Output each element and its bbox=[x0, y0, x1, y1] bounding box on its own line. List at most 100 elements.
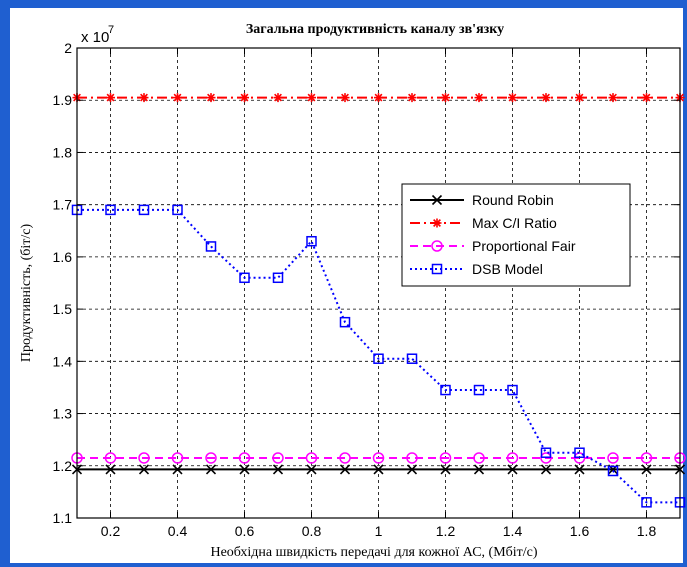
data-point bbox=[106, 93, 115, 103]
data-point bbox=[440, 384, 451, 396]
data-point bbox=[272, 272, 284, 284]
legend-label: Max C/I Ratio bbox=[472, 215, 557, 231]
legend-label: Proportional Fair bbox=[472, 238, 576, 254]
x-tick-label: 1.4 bbox=[503, 523, 523, 539]
x-tick-label: 1 bbox=[375, 523, 383, 539]
data-point bbox=[339, 452, 351, 464]
legend-marker bbox=[432, 218, 442, 228]
data-point bbox=[239, 464, 250, 475]
series-proportional-fair bbox=[71, 452, 686, 464]
data-point bbox=[273, 93, 283, 103]
y-tick-label: 1.2 bbox=[53, 458, 73, 474]
y-tick-label: 1.3 bbox=[53, 406, 73, 422]
data-point bbox=[540, 464, 552, 475]
data-point bbox=[640, 452, 653, 464]
x-tick-label: 0.4 bbox=[168, 523, 188, 539]
data-point bbox=[172, 204, 183, 216]
x-tick-label: 0.2 bbox=[101, 523, 121, 539]
data-point bbox=[238, 452, 251, 464]
data-point bbox=[239, 272, 250, 284]
data-point bbox=[373, 353, 384, 364]
chart-title: Загальна продуктивність каналу зв'язку bbox=[246, 22, 504, 37]
data-point bbox=[607, 465, 619, 477]
legend-item: Proportional Fair bbox=[410, 238, 576, 254]
y-tick-label: 2 bbox=[64, 40, 72, 56]
y-tick-label: 1.4 bbox=[53, 353, 73, 369]
data-point bbox=[607, 452, 619, 464]
data-point bbox=[139, 93, 149, 103]
data-point bbox=[506, 452, 519, 464]
data-point bbox=[574, 464, 585, 475]
data-point bbox=[306, 464, 317, 475]
x-tick-label: 0.6 bbox=[235, 523, 255, 539]
data-point bbox=[507, 384, 518, 396]
legend-item: DSB Model bbox=[410, 261, 543, 277]
axes bbox=[76, 47, 681, 519]
data-point bbox=[339, 464, 351, 475]
data-point bbox=[406, 464, 418, 475]
data-point bbox=[473, 384, 485, 396]
legend-marker bbox=[431, 194, 443, 206]
data-point bbox=[171, 452, 184, 464]
y-tick-label: 1.7 bbox=[53, 197, 73, 213]
data-point bbox=[373, 464, 384, 475]
y-axis-label: Продуктивність, (біт/с) bbox=[19, 224, 34, 363]
data-point bbox=[541, 93, 551, 103]
legend-label: DSB Model bbox=[472, 261, 543, 277]
legend-item: Max C/I Ratio bbox=[410, 215, 557, 231]
data-point bbox=[474, 93, 484, 103]
series-line bbox=[77, 208, 680, 504]
y-multiplier-exponent: 7 bbox=[108, 24, 114, 36]
series-layer bbox=[71, 93, 686, 508]
data-point bbox=[440, 464, 451, 475]
data-point bbox=[105, 204, 116, 216]
data-point bbox=[272, 464, 284, 475]
legend-item: Round Robin bbox=[410, 192, 554, 208]
legend-marker bbox=[431, 240, 443, 252]
data-point bbox=[372, 452, 385, 464]
data-point bbox=[407, 93, 417, 103]
data-point bbox=[138, 464, 150, 475]
x-axis-label: Необхідна швидкість передачі для кожної … bbox=[210, 545, 537, 560]
data-point bbox=[138, 452, 150, 464]
data-point bbox=[205, 452, 217, 464]
data-point bbox=[406, 452, 418, 464]
data-point bbox=[173, 93, 182, 103]
data-point bbox=[339, 316, 351, 328]
data-point bbox=[172, 464, 183, 475]
data-point bbox=[205, 241, 217, 252]
data-point bbox=[340, 93, 350, 103]
data-point bbox=[306, 235, 317, 247]
data-point bbox=[205, 464, 217, 475]
legend-label: Round Robin bbox=[472, 192, 554, 208]
x-tick-label: 1.6 bbox=[570, 523, 590, 539]
data-point bbox=[473, 464, 485, 475]
data-point bbox=[138, 204, 150, 216]
y-tick-label: 1.1 bbox=[53, 510, 73, 526]
x-tick-label: 1.2 bbox=[436, 523, 456, 539]
y-tick-label: 1.5 bbox=[53, 301, 73, 317]
data-point bbox=[441, 93, 450, 103]
data-point bbox=[240, 93, 249, 103]
data-point bbox=[105, 464, 116, 475]
data-point bbox=[574, 447, 585, 458]
data-point bbox=[642, 93, 651, 103]
legend: Round Robin Max C/I Ratio Proportional Fai… bbox=[401, 183, 631, 287]
data-point bbox=[272, 452, 284, 464]
y-tick-label: 1.9 bbox=[53, 92, 73, 108]
series-round-robin bbox=[71, 464, 686, 475]
legend-marker bbox=[431, 263, 443, 275]
data-point bbox=[575, 93, 584, 103]
data-point bbox=[104, 452, 117, 464]
tick-labels: 0.2 0.4 0.6 0.8 1 1.2 1.4 1.6 1.8 1.1 1.2 1.3 1.4 1.5… bbox=[53, 40, 657, 539]
data-point bbox=[374, 93, 383, 103]
data-point bbox=[641, 464, 652, 475]
x-tick-label: 0.8 bbox=[302, 523, 322, 539]
y-tick-label: 1.8 bbox=[53, 144, 73, 160]
y-tick-label: 1.6 bbox=[53, 249, 73, 265]
data-point bbox=[508, 93, 517, 103]
data-point bbox=[305, 452, 318, 464]
data-point bbox=[439, 452, 452, 464]
data-point bbox=[473, 452, 485, 464]
